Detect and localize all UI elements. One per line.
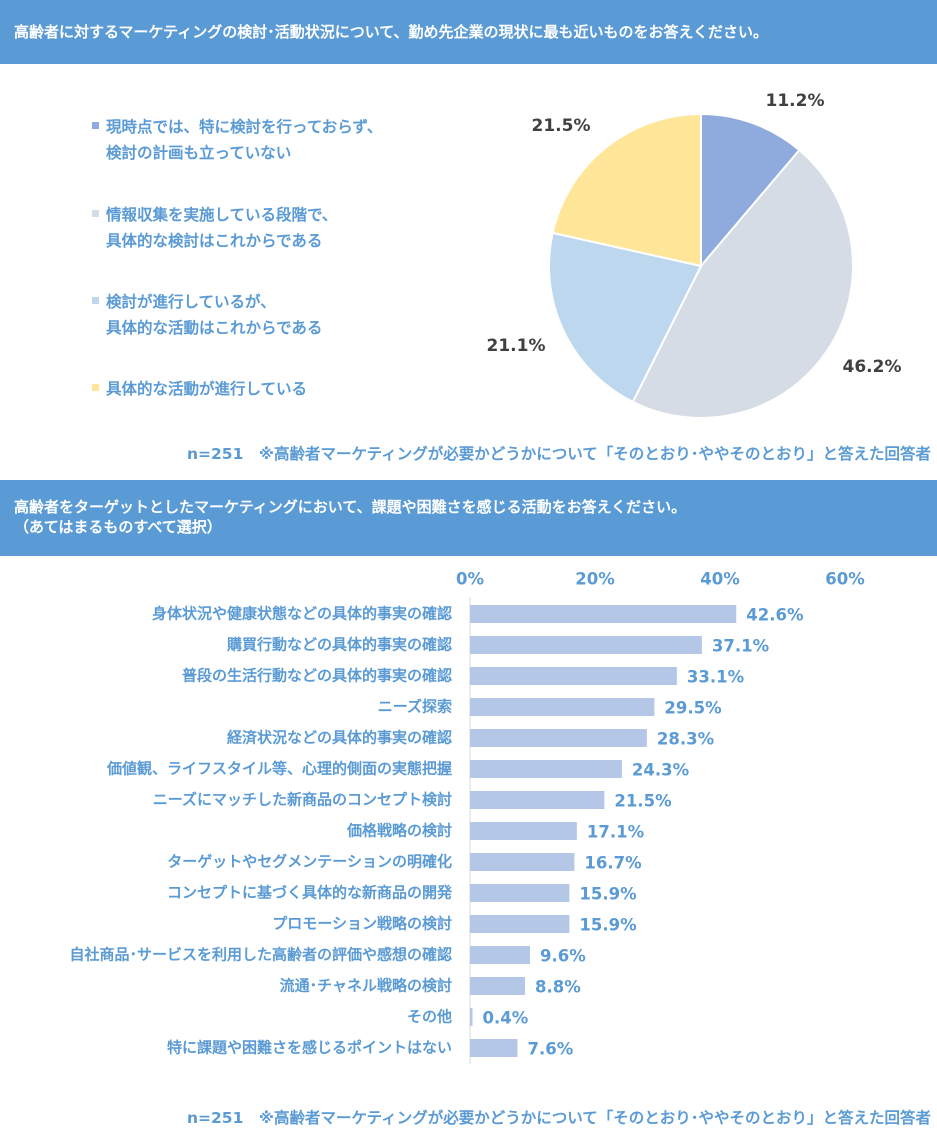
pie-slice-label: 11.2% [766, 91, 825, 111]
legend-swatch [92, 297, 99, 304]
pie-slice [700, 112, 801, 269]
bar [470, 791, 605, 809]
bar [470, 822, 577, 840]
pie-slice [548, 231, 703, 404]
pie-slice-label: 46.2% [843, 357, 902, 377]
bar [470, 946, 530, 964]
bar-category-label: ニーズにマッチした新商品のコンセプト検討 [153, 791, 452, 809]
bar-value-label: 37.1% [712, 637, 770, 656]
bar-category-label: 価値観、ライフスタイル等、心理的側面の実態把握 [106, 760, 452, 778]
bar-category-label: 購買行動などの具体的事実の確認 [226, 636, 452, 654]
bar-category-label: 自社商品･サービスを利用した高齢者の評価や感想の確認 [69, 946, 452, 964]
bar-value-label: 16.7% [584, 854, 642, 873]
legend-label: 検討が進行しているが、 具体的な活動はこれからである [106, 293, 323, 337]
bar-category-label: 流通･チャネル戦略の検討 [280, 977, 452, 995]
bar-category-label: 価格戦略の検討 [346, 822, 452, 840]
bar [470, 884, 570, 902]
bar-category-label: 身体状況や健康状態などの具体的事実の確認 [152, 605, 452, 623]
legend-swatch [92, 384, 99, 391]
bar-value-label: 28.3% [657, 730, 715, 749]
bar [470, 636, 702, 654]
legend-label: 具体的な活動が進行している [106, 380, 308, 398]
x-tick-label: 20% [575, 570, 615, 589]
bar-category-label: 普段の生活行動などの具体的事実の確認 [182, 667, 452, 685]
legend-item-info-gathering: 情報収集を実施している段階で、 具体的な検討はこれからである [92, 202, 337, 254]
legend-label: 情報収集を実施している段階で、 具体的な検討はこれからである [106, 206, 338, 250]
bar-value-label: 33.1% [687, 668, 745, 687]
bar-question-header: 高齢者をターゲットとしたマーケティングにおいて、課題や困難さを感じる活動をお答え… [0, 480, 937, 556]
pie-slice [551, 112, 702, 268]
x-tick-label: 40% [700, 570, 740, 589]
pie-slice-label: 21.5% [532, 116, 591, 136]
bar-value-label: 42.6% [746, 606, 804, 625]
pie-slice-label: 21.1% [487, 336, 546, 356]
bar [470, 1039, 518, 1057]
x-tick-label: 60% [825, 570, 865, 589]
bar-value-label: 0.4% [483, 1009, 529, 1028]
bar [470, 698, 655, 716]
bar-category-label: プロモーション戦略の検討 [272, 915, 452, 933]
bar-value-label: 17.1% [587, 823, 645, 842]
pie-question-text: 高齢者に対するマーケティングの検討･活動状況について、勤め先企業の現状に最も近い… [14, 23, 769, 41]
bar [470, 605, 737, 623]
bar [470, 915, 570, 933]
bar-category-label: その他 [407, 1008, 452, 1026]
bar [470, 1008, 473, 1026]
bar-category-label: ターゲットやセグメンテーションの明確化 [167, 853, 452, 871]
bar-value-label: 24.3% [632, 761, 690, 780]
bar-value-label: 29.5% [664, 699, 722, 718]
legend-swatch [92, 122, 99, 129]
bar-value-label: 9.6% [540, 947, 586, 966]
legend-item-not-considering: 現時点では、特に検討を行っておらず、 検討の計画も立っていない [92, 114, 382, 166]
bar-value-label: 8.8% [535, 978, 581, 997]
x-tick-label: 0% [456, 570, 484, 589]
bar-category-label: コンセプトに基づく具体的な新商品の開発 [167, 884, 453, 902]
pie-question-header: 高齢者に対するマーケティングの検討･活動状況について、勤め先企業の現状に最も近い… [0, 0, 937, 64]
bar [470, 760, 622, 778]
legend-item-active: 具体的な活動が進行している [92, 376, 307, 402]
pie-slice [631, 148, 854, 419]
bar-question-text: 高齢者をターゲットとしたマーケティングにおいて、課題や困難さを感じる活動をお答え… [14, 498, 687, 536]
bar-category-label: 特に課題や困難さを感じるポイントはない [167, 1039, 452, 1057]
legend-item-considering: 検討が進行しているが、 具体的な活動はこれからである [92, 289, 322, 341]
bar-value-label: 7.6% [528, 1040, 574, 1059]
bar-category-label: ニーズ探索 [378, 698, 452, 716]
bar [470, 667, 677, 685]
bar [470, 977, 525, 995]
bar-value-label: 15.9% [579, 916, 637, 935]
bar-value-label: 15.9% [579, 885, 637, 904]
legend-swatch [92, 210, 99, 217]
legend-label: 現時点では、特に検討を行っておらず、 検討の計画も立っていない [106, 118, 383, 162]
bar-sample-note: n=251 ※高齢者マーケティングが必要かどうかについて「そのとおり･ややそのと… [187, 1109, 931, 1127]
bar-category-label: 経済状況などの具体的事実の確認 [227, 729, 452, 747]
bar [470, 853, 575, 871]
bar-value-label: 21.5% [614, 792, 672, 811]
pie-sample-note: n=251 ※高齢者マーケティングが必要かどうかについて「そのとおり･ややそのと… [187, 445, 931, 463]
bar [470, 729, 647, 747]
